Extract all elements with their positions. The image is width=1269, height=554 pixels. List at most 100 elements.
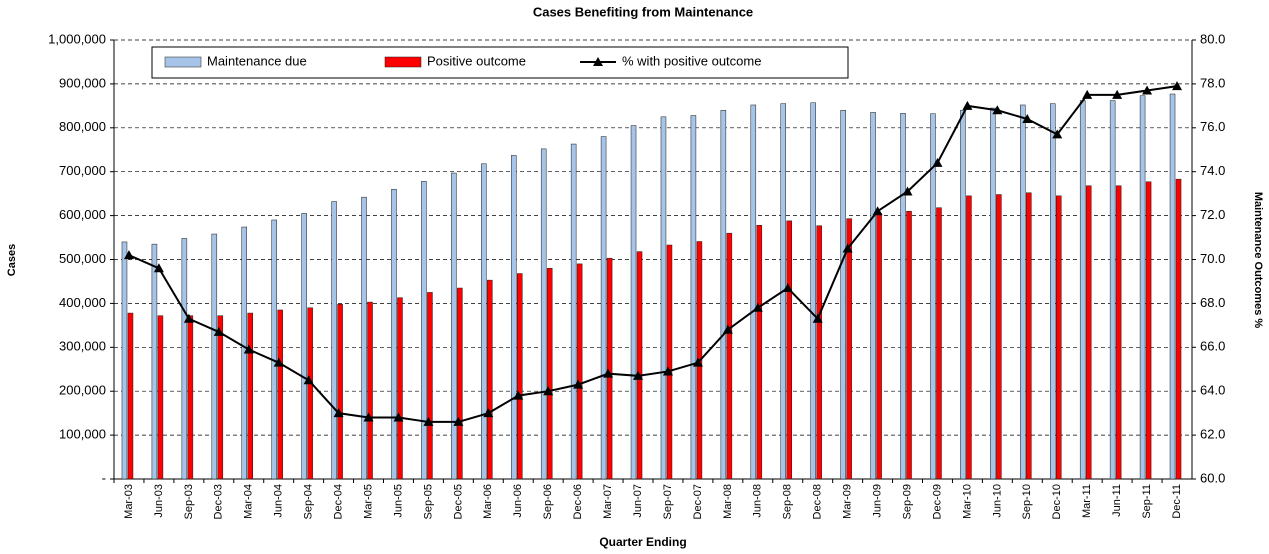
bar — [816, 225, 822, 480]
marker — [992, 105, 1003, 115]
y2-tick-label: 80.0 — [1200, 31, 1225, 46]
bar — [870, 112, 876, 480]
bar — [367, 301, 373, 480]
bar — [1169, 93, 1176, 480]
x-tick-label: Dec-08 — [812, 484, 824, 519]
legend-label: % with positive outcome — [622, 53, 761, 68]
x-tick-label: Dec-09 — [931, 484, 943, 519]
bar — [301, 213, 307, 480]
bar — [247, 312, 253, 480]
y2-tick-label: 78.0 — [1200, 75, 1225, 90]
x-tick-label: Mar-06 — [482, 484, 494, 519]
bar — [636, 251, 643, 480]
x-tick-label: Mar-09 — [842, 484, 854, 519]
bar — [570, 143, 577, 480]
y2-tick-label: 72.0 — [1200, 207, 1225, 222]
marker — [423, 416, 434, 426]
bar — [487, 279, 493, 480]
bar — [181, 238, 188, 480]
bar — [1056, 195, 1062, 480]
y-tick-label: - — [102, 470, 106, 485]
x-tick-label: Jun-10 — [991, 484, 1003, 518]
bar — [846, 218, 852, 480]
bar — [720, 109, 727, 480]
bar — [277, 309, 283, 480]
bar — [750, 104, 757, 480]
bar — [121, 241, 128, 480]
x-tick-label: Jun-08 — [752, 484, 764, 518]
x-tick-label: Dec-04 — [332, 484, 344, 519]
bar — [517, 273, 523, 480]
y2-tick-label: 74.0 — [1200, 163, 1225, 178]
x-tick-label: Mar-04 — [243, 484, 255, 519]
bar — [331, 201, 337, 480]
bar — [630, 125, 637, 480]
x-tick-label: Dec-06 — [572, 484, 584, 519]
bar — [1175, 178, 1182, 480]
x-tick-label: Jun-11 — [1111, 484, 1123, 517]
bar — [606, 257, 613, 480]
bar — [361, 196, 367, 480]
bar — [966, 195, 972, 480]
marker — [1172, 81, 1183, 91]
marker — [573, 379, 584, 389]
bar — [421, 181, 427, 480]
bar — [157, 315, 164, 480]
y2-tick-label: 68.0 — [1200, 295, 1225, 310]
x-tick-label: Dec-03 — [213, 484, 225, 519]
marker — [842, 243, 853, 253]
bar — [600, 136, 607, 480]
bar — [996, 194, 1002, 480]
bar — [936, 207, 942, 480]
y2-tick-label: 64.0 — [1200, 383, 1225, 398]
bar — [690, 115, 697, 480]
x-axis-title: Quarter Ending — [599, 535, 686, 549]
y2-tick-label: 60.0 — [1200, 470, 1225, 485]
marker — [872, 206, 883, 216]
y2-tick-label: 66.0 — [1200, 339, 1225, 354]
bar — [1079, 100, 1086, 480]
x-tick-label: Sep-08 — [782, 484, 794, 519]
x-tick-label: Jun-05 — [392, 484, 404, 518]
marker — [303, 375, 314, 385]
marker — [483, 408, 494, 418]
legend-label: Positive outcome — [427, 53, 526, 68]
legend-swatch — [164, 56, 202, 68]
line — [128, 85, 1178, 423]
legend-marker — [593, 57, 603, 66]
y-tick-label: 400,000 — [59, 295, 106, 310]
y-tick-label: 700,000 — [59, 163, 106, 178]
x-tick-label: Mar-03 — [123, 484, 135, 519]
bar — [1026, 192, 1032, 480]
bar — [906, 210, 912, 480]
x-tick-label: Dec-05 — [452, 484, 464, 519]
bar — [127, 312, 134, 480]
bar — [337, 304, 343, 480]
x-tick-label: Sep-09 — [901, 484, 913, 519]
bar — [666, 244, 673, 480]
marker — [782, 283, 793, 293]
y-tick-label: 900,000 — [59, 75, 106, 90]
bar — [1020, 104, 1026, 480]
marker — [453, 416, 464, 426]
bar — [151, 243, 158, 480]
marker — [932, 157, 943, 167]
bar — [660, 116, 667, 480]
legend — [151, 46, 849, 79]
x-tick-label: Jun-07 — [632, 484, 644, 518]
marker — [153, 263, 164, 273]
x-tick-label: Sep-10 — [1021, 484, 1033, 519]
x-tick-label: Mar-11 — [1081, 484, 1093, 518]
marker — [722, 324, 733, 334]
y2-tick-label: 76.0 — [1200, 119, 1225, 134]
bar — [1109, 100, 1116, 480]
y-axis-title: Cases — [6, 244, 18, 276]
x-tick-label: Sep-11 — [1141, 484, 1153, 519]
bar — [1145, 181, 1152, 480]
bar — [930, 113, 936, 480]
x-tick-label: Mar-08 — [722, 484, 734, 519]
bar — [451, 172, 457, 480]
marker — [543, 386, 554, 396]
bar — [786, 220, 792, 480]
